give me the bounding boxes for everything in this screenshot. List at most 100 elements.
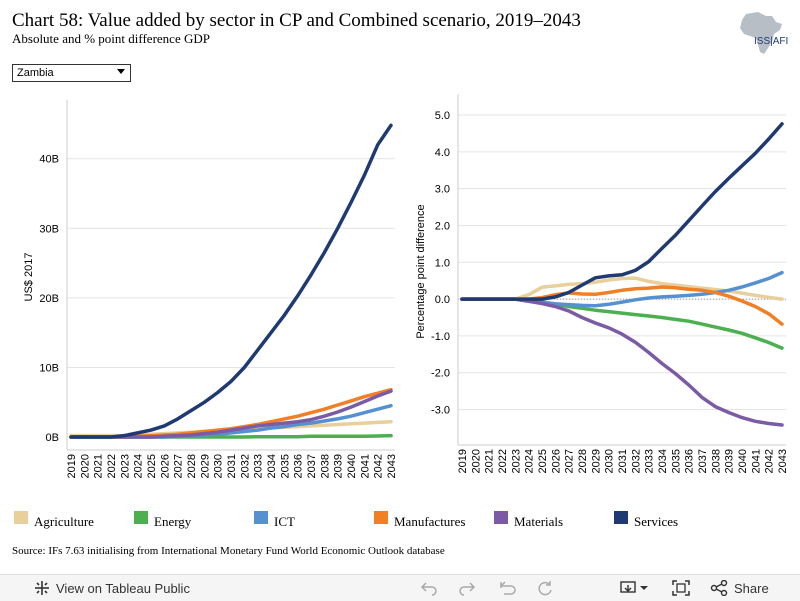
x-tick-label: 2027 <box>564 449 576 473</box>
legend-swatch <box>614 511 628 524</box>
country-select[interactable]: Zambia <box>12 64 131 82</box>
legend-label: ICT <box>274 514 295 529</box>
source-note: Source: IFs 7.63 initialising from Inter… <box>12 545 445 557</box>
x-tick-label: 2028 <box>577 449 589 473</box>
x-tick-label: 2039 <box>333 454 345 478</box>
x-tick-label: 2024 <box>133 454 145 478</box>
x-tick-label: 2026 <box>550 449 562 473</box>
x-tick-label: 2019 <box>457 449 469 473</box>
y-tick-label: 0.0 <box>435 294 450 306</box>
y-tick-label: 2.0 <box>435 220 450 232</box>
redo-icon <box>459 582 476 596</box>
x-tick-label: 2035 <box>279 454 291 478</box>
view-on-tableau-link[interactable]: View on Tableau Public <box>34 579 190 597</box>
x-tick-label: 2035 <box>670 449 682 473</box>
y-tick-label: 5.0 <box>435 110 450 122</box>
x-tick-label: 2028 <box>186 454 198 478</box>
x-tick-label: 2025 <box>537 449 549 473</box>
legend-label: Agriculture <box>34 514 94 529</box>
x-tick-label: 2037 <box>697 449 709 473</box>
redo-button[interactable] <box>458 579 476 597</box>
tableau-toolbar: View on Tableau Public Share <box>0 574 800 601</box>
chevron-down-icon <box>117 69 125 74</box>
x-tick-label: 2030 <box>604 449 616 473</box>
revert-icon <box>500 581 516 595</box>
series-line-services[interactable] <box>460 122 784 301</box>
legend-label: Energy <box>154 514 192 529</box>
legend-label: Services <box>634 514 679 529</box>
share-button[interactable]: Share <box>710 579 769 597</box>
x-tick-label: 2040 <box>737 449 749 473</box>
series-line-materials[interactable] <box>460 297 784 427</box>
download-button[interactable] <box>620 579 648 597</box>
x-tick-label: 2022 <box>106 454 118 478</box>
view-on-tableau-label: View on Tableau Public <box>56 580 190 596</box>
legend-swatch <box>134 511 148 524</box>
y-axis-label: US$ 2017 <box>23 253 35 302</box>
x-tick-label: 2031 <box>617 449 629 473</box>
x-tick-label: 2040 <box>346 454 358 478</box>
x-tick-label: 2031 <box>226 454 238 478</box>
chart-title: Chart 58: Value added by sector in CP an… <box>12 10 581 31</box>
legend-label: Materials <box>514 514 564 529</box>
refresh-icon <box>538 581 552 596</box>
x-tick-label: 2042 <box>764 449 776 473</box>
x-tick-label: 2043 <box>777 449 789 473</box>
x-tick-label: 2029 <box>590 449 602 473</box>
x-tick-label: 2022 <box>497 449 509 473</box>
x-tick-label: 2033 <box>644 449 656 473</box>
x-tick-label: 2039 <box>724 449 736 473</box>
y-tick-label: -2.0 <box>431 368 450 380</box>
refresh-button[interactable] <box>536 579 554 597</box>
x-tick-label: 2029 <box>199 454 211 478</box>
legend-swatch <box>494 511 508 524</box>
x-tick-label: 2020 <box>470 449 482 473</box>
undo-button[interactable] <box>420 579 438 597</box>
share-icon <box>710 580 728 596</box>
x-tick-label: 2020 <box>79 454 91 478</box>
x-tick-label: 2024 <box>524 449 536 473</box>
series-line-energy[interactable] <box>460 297 784 350</box>
x-tick-label: 2034 <box>657 449 669 473</box>
legend-label: Manufactures <box>394 514 466 529</box>
revert-button[interactable] <box>498 579 516 597</box>
series-line-materials[interactable] <box>69 389 393 439</box>
x-tick-label: 2038 <box>710 449 722 473</box>
x-tick-label: 2025 <box>146 454 158 478</box>
legend: Agriculture Energy ICT Manufactures Mate… <box>0 510 800 529</box>
y-tick-label: 30B <box>39 223 59 235</box>
share-label: Share <box>734 580 769 596</box>
x-tick-label: 2032 <box>630 449 642 473</box>
y-tick-label: 4.0 <box>435 147 450 159</box>
x-tick-label: 2036 <box>293 454 305 478</box>
fullscreen-button[interactable] <box>672 579 690 597</box>
x-tick-label: 2034 <box>266 454 278 478</box>
undo-icon <box>420 582 437 596</box>
y-tick-label: -1.0 <box>431 331 450 343</box>
y-tick-label: 3.0 <box>435 184 450 196</box>
x-tick-label: 2041 <box>750 449 762 473</box>
tableau-logo-icon <box>35 581 49 595</box>
y-tick-label: 10B <box>39 362 59 374</box>
legend-swatch <box>374 511 388 524</box>
x-tick-label: 2036 <box>684 449 696 473</box>
series-line-services[interactable] <box>69 123 393 439</box>
x-tick-label: 2038 <box>319 454 331 478</box>
fullscreen-icon <box>672 580 690 596</box>
x-tick-label: 2042 <box>373 454 385 478</box>
y-axis-label: Percentage point difference <box>415 204 427 338</box>
x-tick-label: 2043 <box>386 454 398 478</box>
x-tick-label: 2021 <box>484 449 496 473</box>
x-tick-label: 2037 <box>306 454 318 478</box>
africa-map-icon <box>740 12 782 54</box>
x-tick-label: 2023 <box>119 454 131 478</box>
x-tick-label: 2027 <box>173 454 185 478</box>
chart-subtitle: Absolute and % point difference GDP <box>12 31 210 46</box>
x-tick-label: 2032 <box>239 454 251 478</box>
logo-text: ISS|AFI <box>754 36 788 47</box>
y-tick-label: 40B <box>39 154 59 166</box>
x-tick-label: 2019 <box>66 454 78 478</box>
y-tick-label: -3.0 <box>431 405 450 417</box>
